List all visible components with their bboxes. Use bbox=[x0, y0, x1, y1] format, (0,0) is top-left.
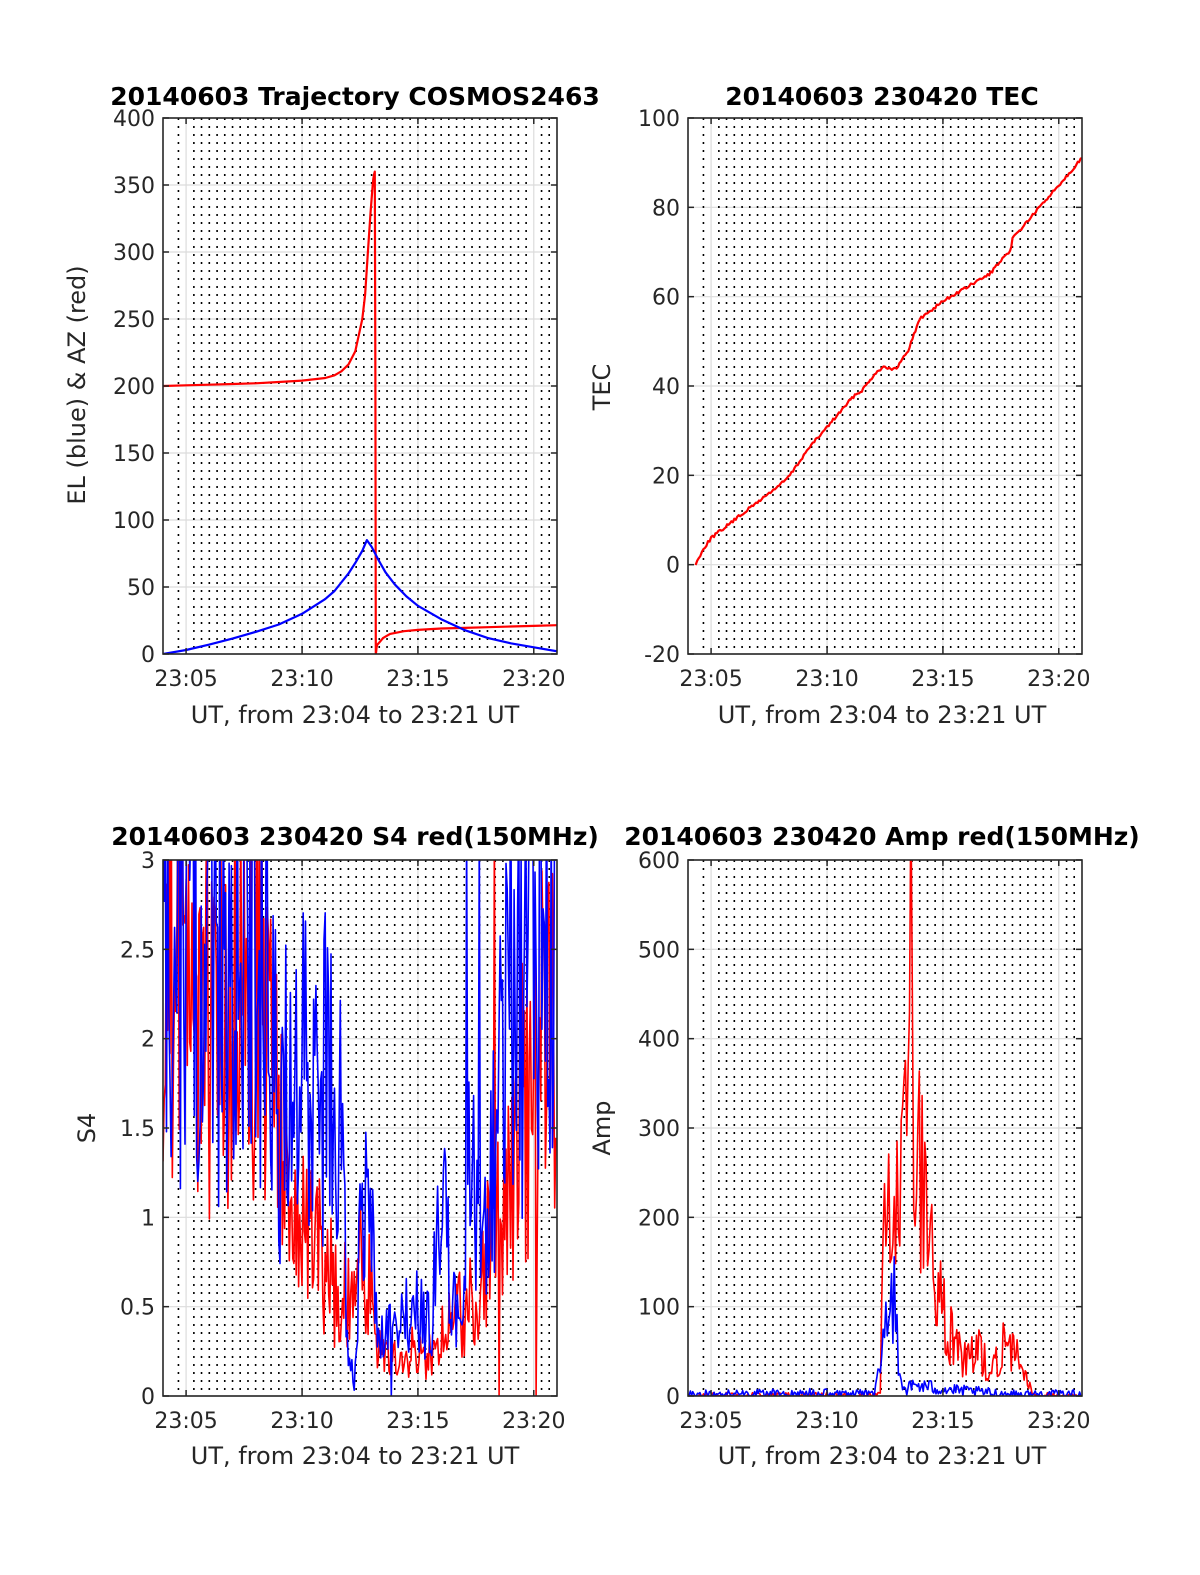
tec-ytick-label: 0 bbox=[666, 554, 680, 579]
s4-ytick-label: 1.5 bbox=[120, 1117, 155, 1142]
tec-ytick-label: 80 bbox=[652, 196, 680, 221]
s4-title: 20140603 230420 S4 red(150MHz) bbox=[111, 822, 599, 851]
amp-ytick-label: 0 bbox=[666, 1385, 680, 1410]
amp-ytick-label: 100 bbox=[638, 1296, 680, 1321]
tec-panel: 20140603 230420 TEC UT, from 23:04 to 23… bbox=[588, 82, 1090, 729]
traj-ytick-label: 50 bbox=[127, 576, 155, 601]
amp-xtick-label: 23:15 bbox=[911, 1409, 974, 1434]
traj-xtick-label: 23:05 bbox=[154, 667, 217, 692]
s4-ytick-label: 2.5 bbox=[120, 938, 155, 963]
trajectory-xlabel: UT, from 23:04 to 23:21 UT bbox=[191, 701, 520, 729]
s4-ytick-label: 0.5 bbox=[120, 1296, 155, 1321]
amp-panel: 20140603 230420 Amp red(150MHz) UT, from… bbox=[588, 822, 1140, 1470]
tec-xtick-label: 23:05 bbox=[679, 667, 742, 692]
traj-series-1 bbox=[163, 539, 557, 654]
tec-ytick-label: 20 bbox=[652, 464, 680, 489]
amp-series-group bbox=[688, 860, 1082, 1396]
tec-ylabel: TEC bbox=[588, 364, 616, 412]
amp-ytick-label: 600 bbox=[638, 849, 680, 874]
s4-ytick-label: 1 bbox=[141, 1206, 155, 1231]
amp-xtick-label: 23:05 bbox=[679, 1409, 742, 1434]
amp-ytick-label: 500 bbox=[638, 938, 680, 963]
s4-ytick-label: 2 bbox=[141, 1028, 155, 1053]
s4-xtick-label: 23:15 bbox=[386, 1409, 449, 1434]
tec-xlabel: UT, from 23:04 to 23:21 UT bbox=[718, 701, 1047, 729]
traj-ytick-label: 400 bbox=[113, 107, 155, 132]
tec-grid bbox=[688, 117, 1082, 655]
s4-series-group bbox=[163, 860, 557, 1396]
amp-grid bbox=[688, 859, 1082, 1397]
s4-ytick-label: 0 bbox=[141, 1385, 155, 1410]
amp-xtick-label: 23:10 bbox=[795, 1409, 858, 1434]
amp-ytick-label: 300 bbox=[638, 1117, 680, 1142]
traj-ytick-label: 150 bbox=[113, 442, 155, 467]
tec-series-0 bbox=[694, 157, 1082, 566]
tec-ytick-label: 40 bbox=[652, 375, 680, 400]
tec-ytick-label: 60 bbox=[652, 286, 680, 311]
traj-xtick-label: 23:10 bbox=[270, 667, 333, 692]
s4-xtick-label: 23:05 bbox=[154, 1409, 217, 1434]
tec-ytick-label: -20 bbox=[644, 643, 680, 668]
trajectory-panel: 20140603 Trajectory COSMOS2463 UT, from … bbox=[63, 82, 600, 729]
s4-panel: 20140603 230420 S4 red(150MHz) UT, from … bbox=[73, 822, 599, 1470]
amp-series-1 bbox=[688, 1256, 1082, 1396]
traj-xtick-label: 23:20 bbox=[502, 667, 565, 692]
traj-ytick-label: 250 bbox=[113, 308, 155, 333]
tec-ytick-label: 100 bbox=[638, 107, 680, 132]
s4-xtick-label: 23:10 bbox=[270, 1409, 333, 1434]
traj-xtick-label: 23:15 bbox=[386, 667, 449, 692]
traj-ytick-label: 200 bbox=[113, 375, 155, 400]
amp-xtick-label: 23:20 bbox=[1027, 1409, 1090, 1434]
traj-ytick-label: 0 bbox=[141, 643, 155, 668]
traj-series-group bbox=[163, 170, 557, 654]
traj-ytick-label: 350 bbox=[113, 174, 155, 199]
traj-ytick-label: 100 bbox=[113, 509, 155, 534]
tec-series-group bbox=[694, 157, 1082, 566]
amp-xlabel: UT, from 23:04 to 23:21 UT bbox=[718, 1442, 1047, 1470]
tec-xtick-label: 23:10 bbox=[795, 667, 858, 692]
amp-ylabel: Amp bbox=[588, 1100, 616, 1155]
s4-ylabel: S4 bbox=[73, 1113, 101, 1144]
s4-xlabel: UT, from 23:04 to 23:21 UT bbox=[191, 1442, 520, 1470]
amp-title: 20140603 230420 Amp red(150MHz) bbox=[624, 822, 1140, 851]
traj-series-0 bbox=[163, 170, 557, 654]
trajectory-ylabel: EL (blue) & AZ (red) bbox=[63, 265, 91, 504]
traj-ytick-label: 300 bbox=[113, 241, 155, 266]
tec-xtick-label: 23:15 bbox=[911, 667, 974, 692]
s4-ytick-label: 3 bbox=[141, 849, 155, 874]
s4-series-1 bbox=[163, 860, 556, 1396]
s4-xtick-label: 23:20 bbox=[502, 1409, 565, 1434]
amp-ytick-label: 400 bbox=[638, 1028, 680, 1053]
trajectory-title: 20140603 Trajectory COSMOS2463 bbox=[110, 82, 600, 111]
tec-title: 20140603 230420 TEC bbox=[725, 82, 1038, 111]
amp-series-0 bbox=[688, 860, 1081, 1396]
amp-ytick-label: 200 bbox=[638, 1206, 680, 1231]
tec-xtick-label: 23:20 bbox=[1027, 667, 1090, 692]
